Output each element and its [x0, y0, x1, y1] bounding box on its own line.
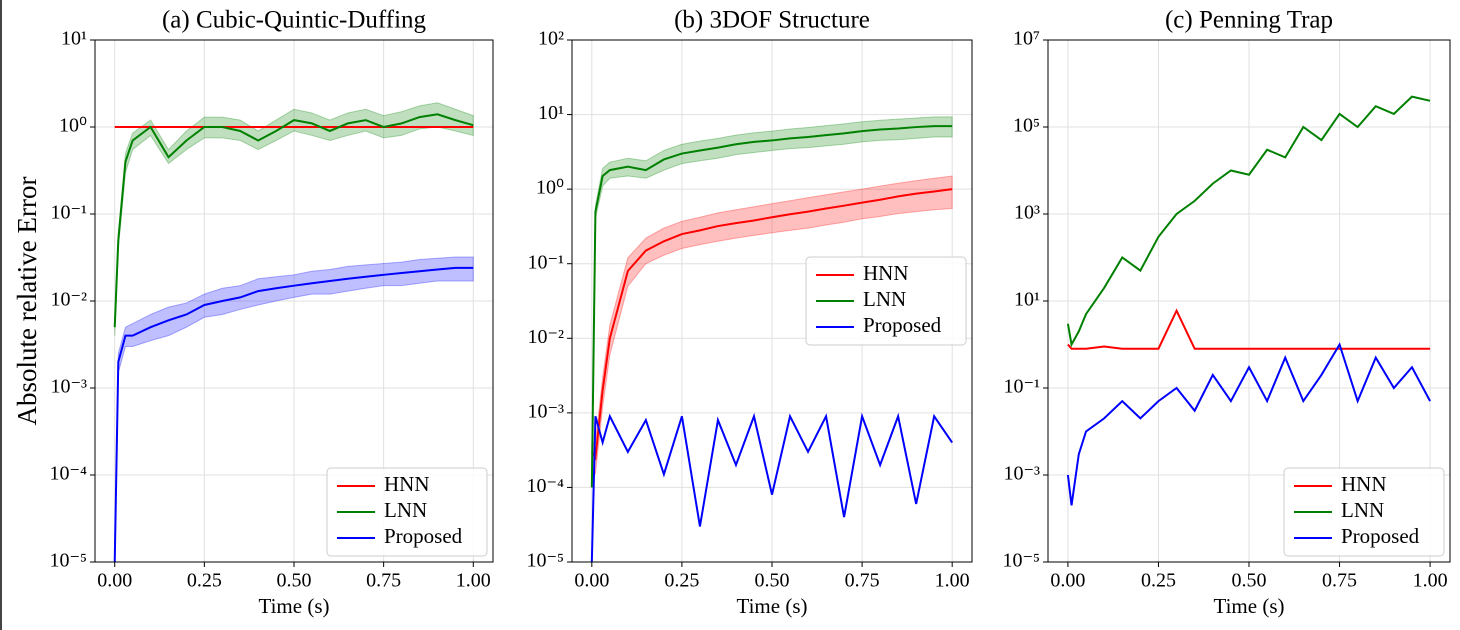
x-tick-label: 0.25	[1141, 570, 1176, 592]
y-tick-label: 10²	[538, 28, 564, 50]
series-line	[590, 412, 954, 563]
series-line	[590, 188, 953, 461]
x-tick-label: 1.00	[935, 570, 970, 592]
y-tick-label: 10¹	[61, 28, 87, 50]
y-tick-label: 10⁻³	[527, 400, 564, 422]
legend-label: HNN	[384, 472, 430, 496]
axes-frame	[1047, 39, 1451, 563]
x-tick-label: 0.25	[664, 570, 699, 592]
series-line	[1066, 95, 1431, 348]
y-tick-label: 10⁻¹	[1003, 376, 1040, 398]
y-tick-label: 10⁷	[1013, 28, 1040, 50]
y-tick-label: 10⁻¹	[527, 251, 564, 273]
y-tick-label: 10⁻⁵	[1002, 550, 1040, 572]
y-tick-label: 10⁰	[59, 115, 87, 137]
y-tick-label: 10⁻⁴	[526, 475, 564, 497]
legend-label: LNN	[384, 498, 427, 522]
series-line	[1067, 308, 1431, 350]
x-tick-label: 0.00	[1050, 570, 1085, 592]
y-tick-label: 10⁵	[1013, 115, 1040, 137]
x-tick-label: 0.25	[187, 570, 222, 592]
y-tick-label: 10⁻¹	[50, 202, 87, 224]
y-tick-label: 10⁻⁵	[49, 550, 87, 572]
legend-box	[1283, 467, 1445, 557]
x-tick-label: 0.50	[1232, 570, 1267, 592]
y-tick-label: 10⁻³	[1003, 463, 1040, 485]
subplot-title: (a) Cubic-Quintic-Duffing	[162, 7, 427, 34]
legend-label: HNN	[863, 261, 909, 285]
x-tick-label: 0.00	[97, 570, 132, 592]
x-tick-label: 1.00	[456, 570, 491, 592]
x-tick-label: 0.50	[755, 570, 790, 592]
y-tick-label: 10⁻⁵	[526, 550, 564, 572]
x-axis-label: Time (s)	[259, 594, 330, 618]
legend-label: LNN	[863, 287, 906, 311]
x-tick-label: 1.00	[1413, 570, 1448, 592]
x-tick-label: 0.75	[845, 570, 880, 592]
legend-label: Proposed	[384, 524, 463, 548]
x-tick-label: 0.00	[574, 570, 609, 592]
x-tick-label: 0.75	[366, 570, 401, 592]
series-line	[590, 125, 953, 488]
legend-label: Proposed	[863, 313, 942, 337]
legend-label: Proposed	[1341, 524, 1420, 548]
y-tick-label: 10¹	[538, 102, 564, 124]
y-tick-label: 10³	[1014, 202, 1040, 224]
y-tick-label: 10⁻⁴	[49, 463, 87, 485]
y-tick-label: 10¹	[1014, 289, 1040, 311]
axes-frame	[571, 39, 973, 563]
legend-label: HNN	[1341, 472, 1387, 496]
x-axis-label: Time (s)	[737, 594, 808, 618]
series-line	[113, 113, 474, 328]
series-line	[113, 266, 474, 563]
subplot-title: (b) 3DOF Structure	[674, 7, 870, 34]
legend-box	[805, 256, 967, 346]
y-tick-label: 10⁻³	[50, 376, 87, 398]
subplot-title: (c) Penning Trap	[1165, 7, 1333, 34]
series-line	[1066, 342, 1431, 506]
error-band	[591, 175, 953, 475]
y-tick-label: 10⁻²	[50, 289, 87, 311]
error-band	[114, 256, 474, 563]
x-axis-label: Time (s)	[1214, 594, 1285, 618]
axes-frame	[94, 39, 494, 563]
x-tick-label: 0.75	[1322, 570, 1357, 592]
y-tick-label: 10⁰	[536, 177, 564, 199]
legend-box	[326, 467, 488, 557]
y-tick-label: 10⁻²	[527, 326, 564, 348]
y-axis-label: Absolute relative Error	[12, 177, 42, 426]
legend-label: LNN	[1341, 498, 1384, 522]
x-tick-label: 0.50	[277, 570, 312, 592]
